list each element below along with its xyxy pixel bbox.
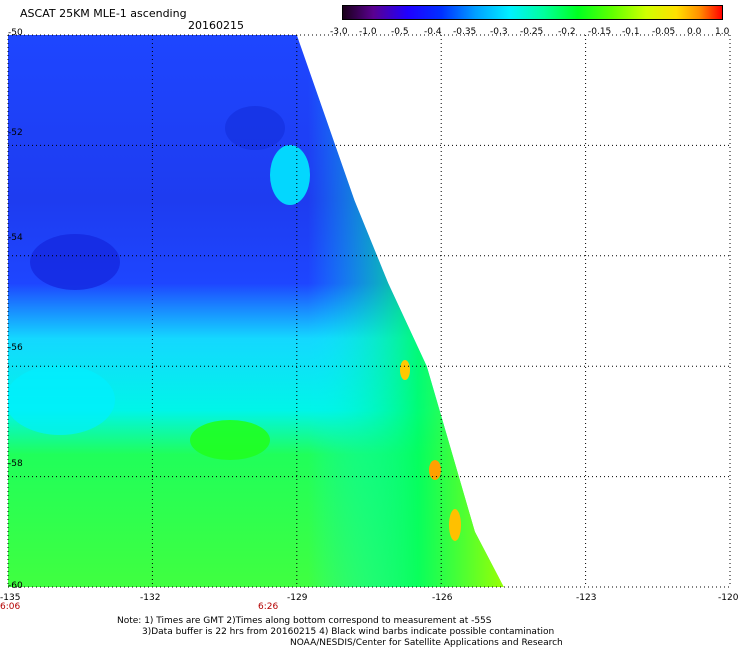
colorbar-label: 0.0 <box>687 27 702 37</box>
note-line-2: 3)Data buffer is 22 hrs from 20160215 4)… <box>142 627 555 637</box>
map-title: ASCAT 25KM MLE-1 ascending <box>20 7 187 20</box>
colorbar-label: -0.5 <box>391 27 409 37</box>
colorbar-label: -0.25 <box>520 27 544 37</box>
lat-label: -54 <box>8 233 23 243</box>
colorbar-label: -1.0 <box>359 27 377 37</box>
lat-lon-grid <box>7 34 731 588</box>
lon-label: -123 <box>576 593 597 603</box>
lon-label: -120 <box>718 593 739 603</box>
lon-label: -132 <box>140 593 161 603</box>
colorbar-label: -0.3 <box>490 27 508 37</box>
swath-field <box>8 35 504 587</box>
colorbar-label: -0.1 <box>622 27 640 37</box>
time-label: 6:26 <box>258 602 279 612</box>
colorbar-label: -0.05 <box>652 27 676 37</box>
lat-label: -50 <box>8 28 23 38</box>
colorbar <box>342 5 723 20</box>
colorbar-label: -0.35 <box>453 27 477 37</box>
colorbar-label: -0.4 <box>424 27 442 37</box>
lat-label: -52 <box>8 128 23 138</box>
colorbar-label: -0.15 <box>588 27 612 37</box>
lat-label: -58 <box>8 459 23 469</box>
colorbar-labels: -3.0 -1.0 -0.5 -0.4 -0.35 -0.3 -0.25 -0.… <box>330 27 730 39</box>
time-label: 6:06 <box>0 602 21 612</box>
lon-label: -135 <box>0 593 21 603</box>
colorbar-label: -0.2 <box>558 27 576 37</box>
lon-label: -129 <box>287 593 308 603</box>
map-date: 20160215 <box>188 19 244 32</box>
lat-label: -60 <box>8 581 23 591</box>
map-plot <box>7 34 731 588</box>
note-line-3: NOAA/NESDIS/Center for Satellite Applica… <box>290 638 563 648</box>
colorbar-label: 1.0 <box>715 27 730 37</box>
lat-label: -56 <box>8 343 23 353</box>
lon-label: -126 <box>432 593 453 603</box>
colorbar-label: -3.0 <box>330 27 348 37</box>
note-line-1: Note: 1) Times are GMT 2)Times along bot… <box>117 616 492 626</box>
